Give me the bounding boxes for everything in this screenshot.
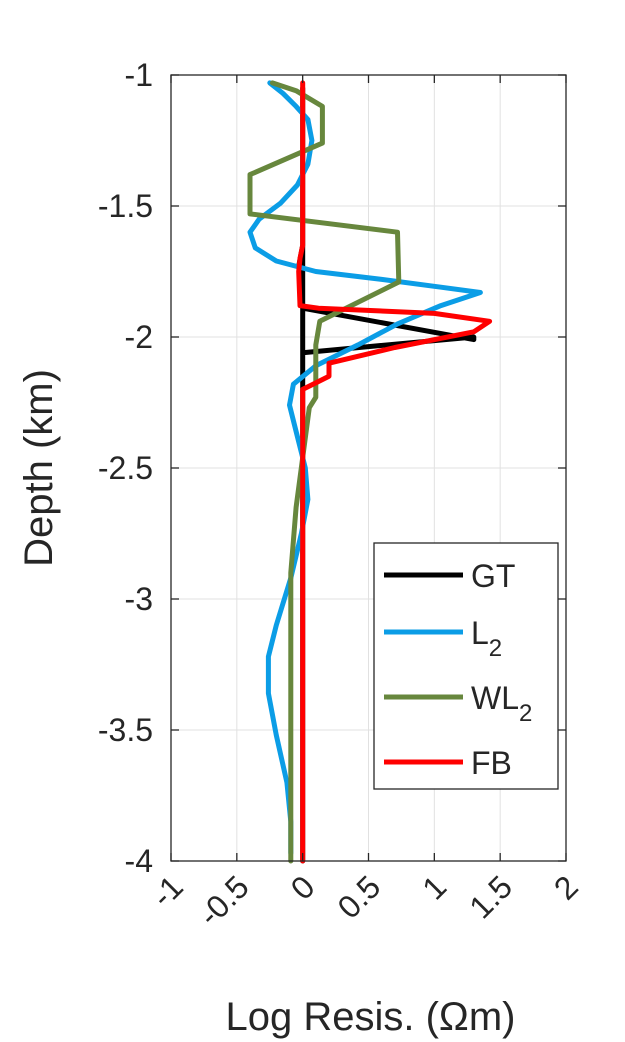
legend-box [373,542,559,790]
x-tick-label: 2 [547,868,585,906]
legend-label: FB [471,745,512,781]
x-tick-label: 0 [284,868,322,906]
y-tick-label: -1 [125,57,153,93]
x-tick-label: -0.5 [191,868,255,932]
x-tick-label: 0.5 [331,868,388,925]
y-axis-label: Depth (km) [17,369,61,567]
series-line-gt [296,85,477,864]
y-tick-label: -1.5 [98,188,153,224]
legend-label: GT [471,558,515,594]
series-lines [247,80,493,864]
series-line-fb [296,80,493,864]
x-tick-label: 1.5 [462,868,519,925]
x-tick-label: 1 [415,868,453,906]
y-tick-label: -2 [125,319,153,355]
y-tick-label: -2.5 [98,450,153,486]
y-tick-label: -3 [125,581,153,617]
y-tick-label: -3.5 [98,712,153,748]
x-axis-label: Log Resis. (Ωm) [226,995,516,1039]
y-tick-label: -4 [125,843,153,879]
ticks: -1 -0.5 0 0.5 1 1.5 2-1-1.5-2-2.5-3-3.5-4 [98,57,585,933]
